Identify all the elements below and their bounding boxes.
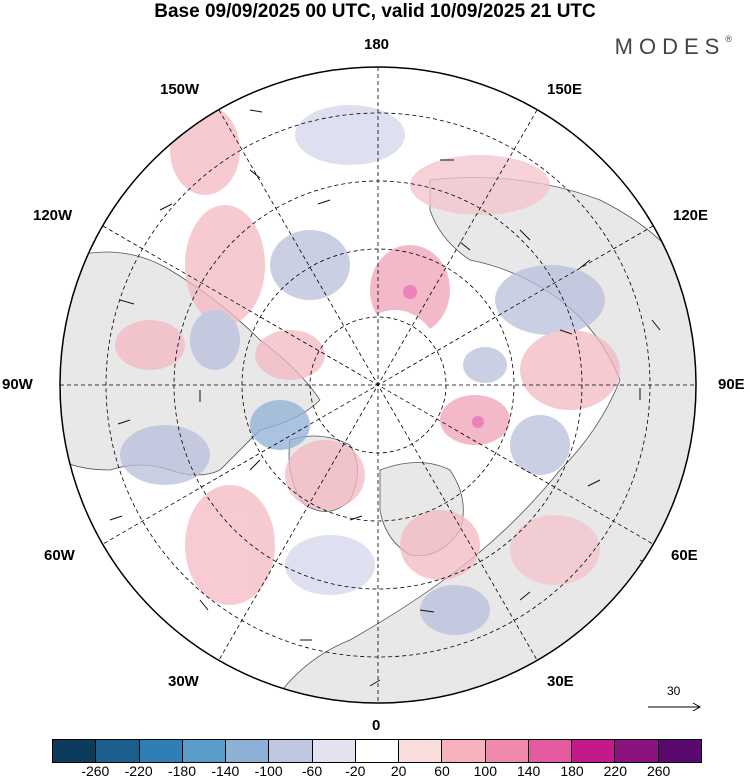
colorbar-swatch-0 <box>53 740 97 762</box>
colorbar-swatch-12 <box>572 740 616 762</box>
wind-vectors <box>109 109 661 687</box>
colorbar-swatch-11 <box>528 740 573 762</box>
colorbar-swatch-6 <box>312 740 356 762</box>
lon-label-120w: 120W <box>33 207 73 224</box>
lon-label-30e: 30E <box>547 673 574 690</box>
colorbar-tick-label: -140 <box>211 763 240 779</box>
lon-label-90e: 90E <box>718 376 745 393</box>
lon-label-150w: 150W <box>160 81 200 98</box>
lon-label-180: 180 <box>364 36 390 53</box>
colorbar-swatch-5 <box>269 740 313 762</box>
polar-map <box>59 66 702 712</box>
colorbar-swatch-14 <box>658 740 701 762</box>
lon-label-150e: 150E <box>547 81 583 98</box>
colorbar-swatch-13 <box>615 740 659 762</box>
colorbar-tick-label: 20 <box>390 763 407 779</box>
colorbar-tick-label: -60 <box>301 763 323 779</box>
colorbar <box>52 739 702 763</box>
meridians <box>60 67 696 703</box>
colorbar-tick-label: 180 <box>560 763 584 779</box>
colorbar-swatch-2 <box>139 740 183 762</box>
lon-label-60w: 60W <box>44 547 75 564</box>
lon-label-0: 0 <box>372 717 381 734</box>
colorbar-swatch-7 <box>355 740 400 762</box>
colorbar-swatch-10 <box>485 740 529 762</box>
colorbar-swatch-4 <box>226 740 270 762</box>
colorbar-swatch-3 <box>182 740 227 762</box>
colorbar-ticks: -260 -220 -180 -140 -100 -60 -20 20 60 100 140 180 2… <box>0 763 750 783</box>
map-title: Base 09/09/2025 00 UTC, valid 10/09/2025… <box>154 1 596 22</box>
polar-cap <box>347 310 443 430</box>
modes-logo: MODES® <box>615 34 732 60</box>
map-border <box>59 66 697 704</box>
colorbar-tick-label: 140 <box>516 763 541 779</box>
map-disc <box>60 67 696 703</box>
colorbar-tick-label: 60 <box>434 763 450 779</box>
reference-vector-label: 30 <box>667 684 681 698</box>
brand-text: MODES <box>614 34 726 59</box>
colorbar-tick-label: 220 <box>603 763 628 779</box>
anomaly-shading <box>115 105 620 635</box>
lon-label-60e: 60E <box>671 547 698 564</box>
colorbar-tick-label: 260 <box>646 763 671 779</box>
colorbar-tick-label: -20 <box>345 763 366 779</box>
reference-arrow <box>648 702 702 712</box>
colorbar-tick-label: -220 <box>124 763 153 779</box>
colorbar-swatch-8 <box>399 740 443 762</box>
colorbar-swatch-9 <box>442 740 486 762</box>
colorbar-swatch-1 <box>96 740 140 762</box>
colorbar-tick-label: -180 <box>167 763 197 779</box>
colorbar-tick-label: -260 <box>81 763 110 779</box>
lon-label-30w: 30W <box>168 673 199 690</box>
registered-mark: ® <box>725 34 732 44</box>
colorbar-tick-label: -100 <box>254 763 283 779</box>
colorbar-tick-label: 100 <box>473 763 498 779</box>
reference-vector: 30 <box>645 684 705 714</box>
lon-label-90w: 90W <box>2 376 33 393</box>
lon-label-120e: 120E <box>673 207 709 224</box>
